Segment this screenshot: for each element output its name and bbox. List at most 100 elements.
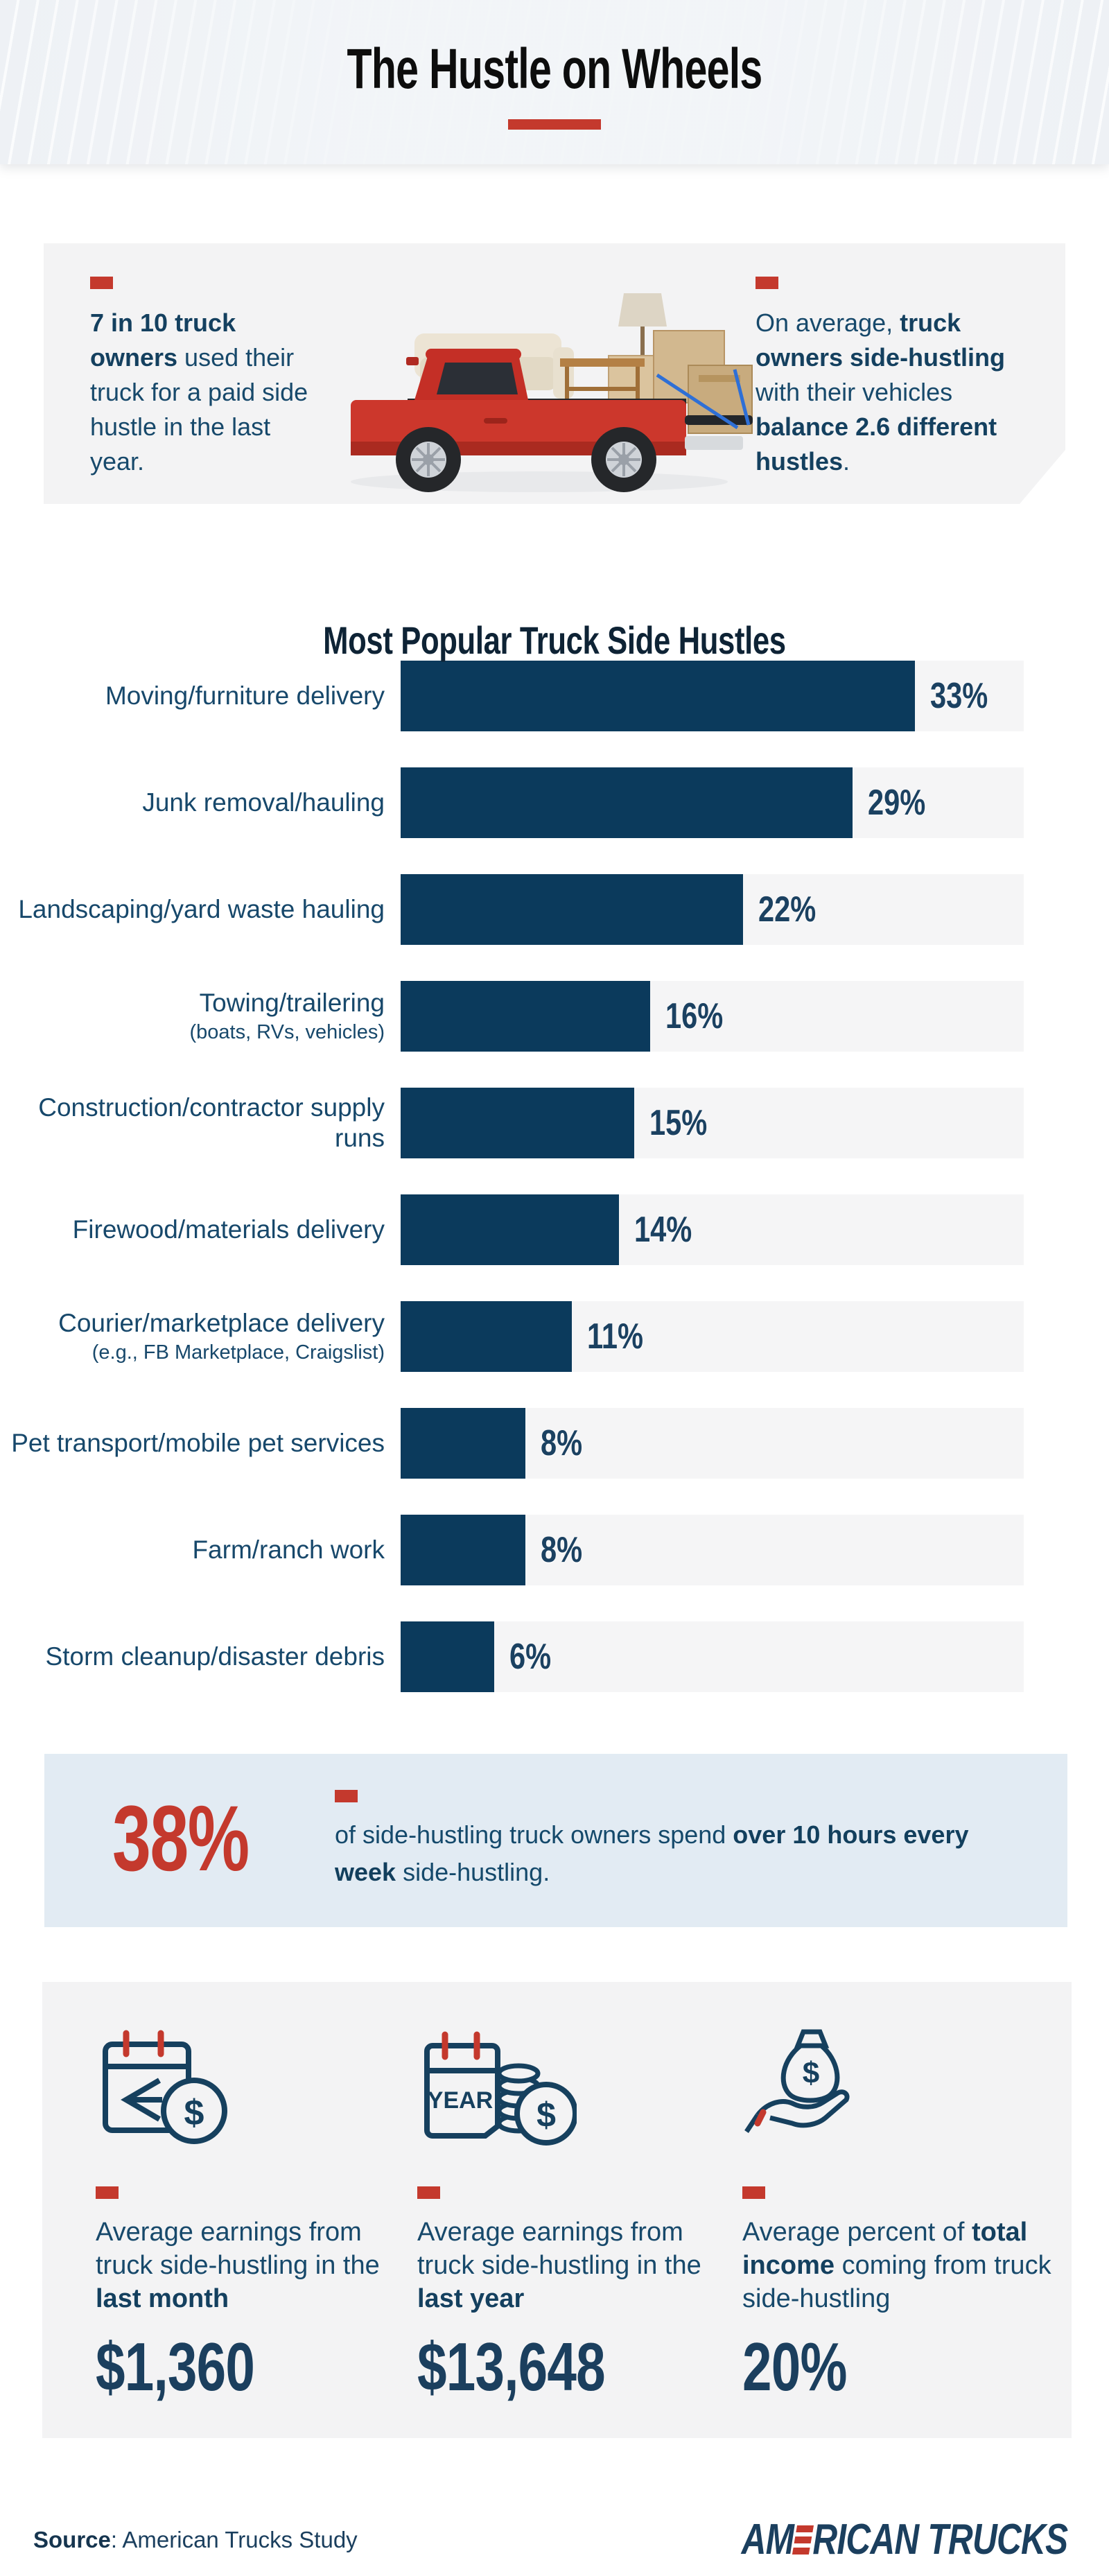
bar-value: 15% xyxy=(649,1103,708,1143)
bar-fill xyxy=(401,767,853,838)
red-tick-icon xyxy=(742,2186,765,2199)
strap-lines xyxy=(657,369,749,428)
bar-row: Moving/furniture delivery 33% xyxy=(0,661,1109,731)
bar-fill xyxy=(401,1515,525,1585)
bar-track: 29% xyxy=(401,767,1024,838)
stat-total-income: $ Average percent of total income coming… xyxy=(742,2026,1061,2401)
callout-stat: 38% xyxy=(112,1787,250,1890)
stat-last-month: $ Average earnings from truck side-hustl… xyxy=(96,2026,380,2401)
red-tick-icon xyxy=(756,277,778,289)
bar-label: Pet transport/mobile pet services xyxy=(0,1428,385,1459)
fact-left: 7 in 10 truck owners used their truck fo… xyxy=(90,277,319,479)
bar-track: 16% xyxy=(401,981,1024,1052)
header-band: The Hustle on Wheels xyxy=(0,0,1109,164)
svg-text:YEAR: YEAR xyxy=(428,2087,493,2114)
fact-right: On average, truck owners side-hustling w… xyxy=(756,277,1036,479)
stat-text: Average earnings from truck side-hustlin… xyxy=(96,2218,380,2313)
bar-track: 33% xyxy=(401,661,1024,731)
bar-label: Moving/furniture delivery xyxy=(0,681,385,711)
bar-value: 22% xyxy=(758,889,817,930)
bar-row: Construction/contractor supply runs 15% xyxy=(0,1088,1109,1158)
bar-row: Courier/marketplace delivery (e.g., FB M… xyxy=(0,1301,1109,1372)
bar-sub-label: (e.g., FB Marketplace, Craigslist) xyxy=(91,1341,385,1364)
bar-fill xyxy=(401,1088,635,1158)
bar-label: Firewood/materials delivery xyxy=(0,1215,385,1245)
bar-fill xyxy=(401,874,744,945)
bar-track: 8% xyxy=(401,1515,1024,1585)
bar-value: 11% xyxy=(587,1316,644,1357)
bar-fill xyxy=(401,1301,573,1372)
callout-text: of side-hustling truck owners spend over… xyxy=(335,1820,969,1886)
red-tick-icon xyxy=(90,277,113,289)
red-tick-icon xyxy=(96,2186,119,2199)
bar-label: Junk removal/hauling xyxy=(0,787,385,818)
bar-track: 11% xyxy=(401,1301,1024,1372)
page-title: The Hustle on Wheels xyxy=(347,37,762,101)
bar-value: 6% xyxy=(509,1637,551,1677)
bar-label-text: Farm/ranch work xyxy=(192,1535,385,1564)
bar-label-text: Firewood/materials delivery xyxy=(72,1215,385,1244)
bar-row: Towing/trailering (boats, RVs, vehicles)… xyxy=(0,981,1109,1052)
bar-label-text: Junk removal/hauling xyxy=(142,788,385,817)
bar-fill xyxy=(401,1621,494,1692)
bar-label: Courier/marketplace delivery (e.g., FB M… xyxy=(0,1308,385,1365)
bar-label: Farm/ranch work xyxy=(0,1535,385,1565)
bar-label: Towing/trailering (boats, RVs, vehicles) xyxy=(0,988,385,1045)
bar-value: 29% xyxy=(867,783,926,823)
bar-label: Landscaping/yard waste hauling xyxy=(0,894,385,925)
svg-text:$: $ xyxy=(803,2056,819,2090)
bar-label-text: Pet transport/mobile pet services xyxy=(11,1429,385,1457)
truck-fact-card: 7 in 10 truck owners used their truck fo… xyxy=(44,243,1065,504)
hand-money-bag-icon: $ xyxy=(744,2029,850,2133)
bar-label: Storm cleanup/disaster debris xyxy=(0,1642,385,1672)
bar-track: 8% xyxy=(401,1408,1024,1479)
bar-fill xyxy=(401,1194,619,1265)
bar-value: 14% xyxy=(634,1210,692,1250)
stat-text: Average percent of total income coming f… xyxy=(742,2218,1051,2313)
bar-value: 8% xyxy=(540,1530,582,1570)
bar-track: 6% xyxy=(401,1621,1024,1692)
red-tick-icon xyxy=(335,1790,358,1802)
stat-value: 20% xyxy=(742,2329,847,2405)
bar-label-text: Courier/marketplace delivery xyxy=(58,1309,385,1337)
bar-label-text: Landscaping/yard waste hauling xyxy=(18,895,385,923)
stat-value: $13,648 xyxy=(417,2329,606,2405)
bar-label: Construction/contractor supply runs xyxy=(0,1093,385,1154)
bar-row: Pet transport/mobile pet services 8% xyxy=(0,1408,1109,1479)
calendar-year-coins-icon: YEAR $ xyxy=(424,2031,578,2146)
red-tick-icon xyxy=(417,2186,440,2199)
bar-track: 22% xyxy=(401,874,1024,945)
bar-chart-rows: Moving/furniture delivery 33% Junk remov… xyxy=(0,661,1109,1692)
fact-left-text: 7 in 10 truck owners used their truck fo… xyxy=(90,308,308,476)
footer: Source: American Trucks Study AM RICAN TR… xyxy=(0,2514,1109,2566)
calendar-month-dollar-icon: $ xyxy=(103,2030,227,2144)
callout-box: 38% of side-hustling truck owners spend … xyxy=(44,1754,1067,1927)
fact-right-text: On average, truck owners side-hustling w… xyxy=(756,308,1006,476)
truck-photo xyxy=(311,253,768,497)
bar-label-text: Construction/contractor supply runs xyxy=(38,1093,385,1152)
bar-value: 8% xyxy=(540,1423,582,1463)
american-trucks-logo: AM RICAN TRUCKS xyxy=(741,2516,1067,2564)
bar-row: Firewood/materials delivery 14% xyxy=(0,1194,1109,1265)
chart-title: Most Popular Truck Side Hustles xyxy=(323,618,786,662)
bar-fill xyxy=(401,661,915,731)
table-illustration xyxy=(560,358,645,400)
bar-label-text: Storm cleanup/disaster debris xyxy=(45,1642,385,1671)
stats-panel: $ Average earnings from truck side-hustl… xyxy=(42,1982,1072,2438)
wheels xyxy=(396,427,656,492)
bar-value: 33% xyxy=(929,676,988,716)
svg-text:$: $ xyxy=(184,2093,204,2133)
bar-row: Landscaping/yard waste hauling 22% xyxy=(0,874,1109,945)
source-note: Source: American Trucks Study xyxy=(33,2527,358,2552)
bar-fill xyxy=(401,1408,525,1479)
title-underline xyxy=(508,119,601,130)
bar-track: 14% xyxy=(401,1194,1024,1265)
bar-row: Storm cleanup/disaster debris 6% xyxy=(0,1621,1109,1692)
bar-sub-label: (boats, RVs, vehicles) xyxy=(189,1021,385,1043)
bar-fill xyxy=(401,981,650,1052)
stat-last-year: YEAR $ Average earnings from truck side-… xyxy=(417,2026,701,2401)
bar-row: Junk removal/hauling 29% xyxy=(0,767,1109,838)
bar-label-text: Moving/furniture delivery xyxy=(105,681,385,710)
svg-text:$: $ xyxy=(536,2096,556,2134)
logo-letter-e-icon xyxy=(792,2525,814,2555)
